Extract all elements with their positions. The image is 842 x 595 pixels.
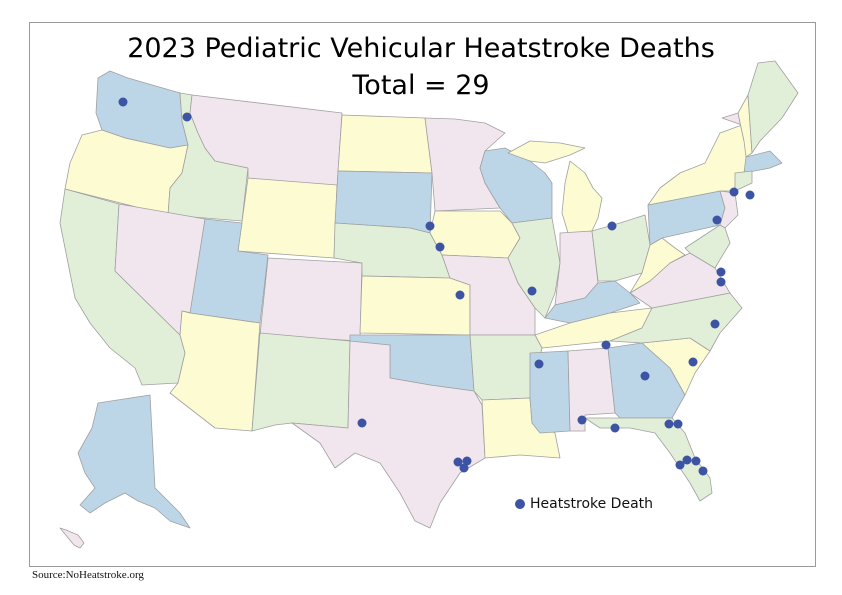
legend: Heatstroke Death (515, 494, 653, 514)
state-connecticut (734, 170, 753, 192)
death-marker (435, 242, 445, 252)
death-marker (577, 415, 587, 425)
death-marker (455, 290, 465, 300)
death-marker (357, 418, 367, 428)
death-marker (640, 371, 650, 381)
state-massachusetts (743, 150, 783, 174)
state-maryland-delaware (684, 224, 731, 269)
death-markers (118, 97, 755, 476)
death-marker (607, 221, 617, 231)
death-marker (675, 460, 685, 470)
death-marker (534, 359, 544, 369)
death-marker (688, 357, 698, 367)
death-marker (745, 190, 755, 200)
map-subtitle-total: Total = 29 (352, 70, 490, 101)
state-new-hampshire (737, 94, 753, 158)
state-illinois (507, 217, 561, 319)
map-frame (29, 22, 816, 567)
state-florida (584, 417, 713, 502)
state-texas (291, 340, 486, 529)
death-marker (673, 419, 683, 429)
state-iowa (429, 210, 521, 259)
death-marker (453, 457, 463, 467)
us-map (59, 60, 799, 549)
death-marker (716, 267, 726, 277)
legend-label: Heatstroke Death (530, 496, 654, 512)
state-new-mexico (251, 332, 351, 432)
state-kansas (359, 275, 471, 336)
death-marker (601, 340, 611, 350)
death-marker (610, 423, 620, 433)
state-north-dakota (337, 114, 433, 174)
death-marker (710, 319, 720, 329)
death-marker (691, 456, 701, 466)
death-marker (459, 463, 469, 473)
death-marker (698, 466, 708, 476)
map-title: 2023 Pediatric Vehicular Heatstroke Deat… (127, 33, 715, 64)
death-marker (462, 456, 472, 466)
death-marker (118, 97, 128, 107)
state-wyoming (237, 177, 338, 259)
death-marker (712, 215, 722, 225)
death-marker (729, 187, 739, 197)
state-maine (747, 60, 799, 154)
death-marker (182, 112, 192, 122)
death-marker (664, 419, 674, 429)
state-ohio (591, 214, 651, 282)
state-hawaii (59, 527, 85, 549)
state-michigan-upper (507, 140, 586, 164)
legend-dot-icon (515, 499, 525, 509)
state-arizona (169, 310, 261, 432)
state-colorado (259, 257, 363, 342)
death-marker (527, 286, 537, 296)
state-alaska (77, 394, 191, 529)
state-michigan (561, 160, 603, 234)
death-marker (425, 221, 435, 231)
source-note: Source:NoHeatstroke.org (32, 569, 144, 581)
death-marker (682, 455, 692, 465)
death-marker (716, 277, 726, 287)
